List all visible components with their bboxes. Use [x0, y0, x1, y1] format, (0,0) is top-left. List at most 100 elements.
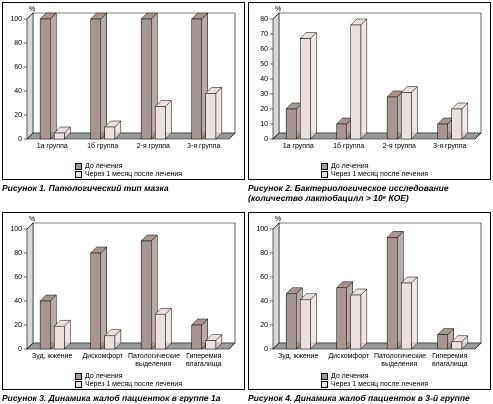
- y-tick-label: 60: [14, 274, 22, 281]
- bar: [140, 234, 158, 350]
- bar-front: [350, 294, 362, 350]
- y-tick-label: 20: [14, 322, 22, 329]
- bar-front: [140, 18, 152, 140]
- chart-panel: % 0 10 20 30 40 50 60 70 80 1а группа 1б группа 2-я …: [248, 2, 491, 180]
- x-tick-label: Зуд, жжение: [32, 353, 73, 360]
- caption: Рисунок 1. Патологический тип мазка: [2, 183, 169, 193]
- bar: [191, 12, 209, 140]
- legend-swatch: [75, 381, 82, 388]
- bar: [39, 294, 57, 350]
- x-tick-label: Патологические выделения: [128, 353, 181, 368]
- bar-front: [401, 282, 412, 350]
- bar-front: [39, 18, 51, 140]
- chart: % 0 20 40 60 80 100: [10, 216, 236, 353]
- legend-entry: Через 1 месяц после лечения: [321, 171, 428, 178]
- y-tick-label: 0: [264, 346, 268, 353]
- bar: [90, 12, 108, 140]
- y-tick-label: 0: [18, 346, 22, 353]
- y-tick-label: 60: [14, 64, 22, 71]
- bar-front: [104, 335, 116, 350]
- x-tick-label: Гиперемия влагалища: [186, 353, 222, 368]
- legend-swatch: [75, 163, 82, 170]
- bar: [400, 276, 418, 350]
- x-tick-label: 1а группа: [282, 143, 314, 150]
- bar: [205, 86, 223, 140]
- bar-front: [437, 123, 448, 140]
- y-tick-label: 70: [260, 31, 268, 38]
- y-tick-label: 100: [10, 16, 22, 23]
- y-tick-label: 40: [14, 88, 22, 95]
- y-tick-label: 80: [14, 40, 22, 47]
- y-tick-label: 20: [260, 322, 268, 329]
- x-tick-label: 3-я группа: [433, 143, 467, 150]
- x-tick-label: Патологические выделения: [374, 353, 427, 368]
- chart: % 0 20 40 60 80 100: [10, 6, 236, 143]
- x-tick-label: 1б группа: [333, 143, 365, 150]
- bar-front: [90, 252, 102, 350]
- bar: [90, 246, 108, 350]
- legend-swatch: [321, 381, 328, 388]
- legend-swatch: [321, 171, 328, 178]
- legend-entry: Через 1 месяц после лечения: [75, 381, 182, 388]
- x-tick-label: 2-я группа: [136, 143, 170, 150]
- bar: [336, 281, 354, 350]
- y-tick-label: 10: [260, 121, 268, 128]
- caption: Рисунок 2. Бактериологическое исследован…: [248, 183, 449, 203]
- bar-front: [104, 126, 116, 140]
- bar: [386, 90, 404, 140]
- side-wall: [272, 12, 280, 140]
- bar-side: [215, 86, 223, 140]
- x-tick-label: 2-я группа: [382, 143, 416, 150]
- bar: [39, 12, 57, 140]
- bar-side: [165, 307, 172, 350]
- bar-front: [386, 96, 398, 140]
- x-tick-label: Дискомфорт: [82, 353, 124, 360]
- caption: Рисунок 3. Динамика жалоб пациенток в гр…: [2, 393, 221, 403]
- bar-front: [54, 325, 65, 350]
- y-tick-label: 0: [18, 136, 22, 143]
- chart-panel: % 0 20 40 60 80 100 Зуд, жжение Дискомфорт Патоло…: [248, 212, 491, 390]
- bar-side: [165, 99, 172, 140]
- legend-label: Через 1 месяц после лечения: [85, 171, 183, 178]
- bar: [154, 99, 172, 140]
- bar: [299, 31, 317, 140]
- legend-entry: До лечения: [75, 373, 123, 380]
- chart: % 0 20 40 60 80 100: [256, 216, 482, 353]
- bar: [350, 288, 368, 350]
- y-tick-label: 40: [14, 298, 22, 305]
- legend-entry: До лечения: [321, 373, 369, 380]
- bar: [104, 120, 122, 140]
- bar-front: [300, 38, 311, 140]
- y-tick-label: 0: [264, 136, 268, 143]
- side-wall: [272, 222, 280, 350]
- bar: [140, 12, 158, 140]
- bar-side: [310, 31, 317, 140]
- bar-front: [451, 108, 463, 140]
- bar-side: [411, 276, 418, 350]
- y-tick-label: 40: [260, 76, 268, 83]
- y-tick-label: 60: [260, 46, 268, 53]
- caption: Рисунок 4. Динамика жалоб пациенток в 3-…: [248, 393, 470, 403]
- bar: [104, 329, 122, 350]
- y-tick-label: 80: [260, 16, 268, 23]
- x-tick-label: Гиперемия влагалища: [432, 353, 468, 368]
- y-tick-label: 100: [256, 226, 268, 233]
- bar-front: [386, 237, 398, 350]
- bar-front: [39, 300, 51, 350]
- bar-front: [350, 24, 362, 140]
- bar-side: [360, 18, 368, 140]
- legend-swatch: [75, 373, 82, 380]
- bar-front: [155, 106, 166, 140]
- legend-label: Через 1 месяц после лечения: [331, 381, 429, 388]
- bar-front: [300, 299, 311, 350]
- y-tick-label: 30: [260, 91, 268, 98]
- bar-side: [310, 293, 317, 350]
- legend-swatch: [321, 163, 328, 170]
- bar-front: [191, 18, 202, 140]
- bar-side: [411, 85, 418, 140]
- bar: [154, 307, 172, 350]
- y-axis-label: %: [29, 216, 35, 223]
- x-tick-label: 3-я группа: [187, 143, 221, 150]
- bar: [191, 318, 209, 350]
